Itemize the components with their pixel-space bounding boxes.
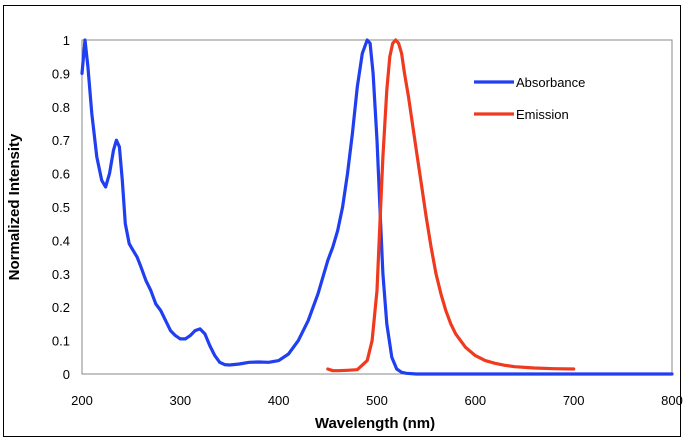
x-axis-title: Wavelength (nm) [315,415,435,432]
y-tick-label: 0 [63,367,70,382]
y-tick-label: 0.9 [52,66,70,81]
y-tick-label: 0.5 [52,200,70,215]
x-tick-label: 500 [366,393,388,408]
y-tick-label: 0.4 [52,233,70,248]
y-tick-label: 0.6 [52,167,70,182]
x-tick-label: 400 [268,393,290,408]
ticks-layer: 0 0.1 0.2 0.3 0.4 0.5 0.6 0.7 0.8 0.9 1 200 300 400 50… [52,33,683,408]
y-tick-label: 1 [63,33,70,48]
x-tick-label: 700 [563,393,585,408]
y-tick-label: 0.8 [52,100,70,115]
legend-label-absorbance: Absorbance [516,75,585,90]
x-tick-label: 800 [661,393,683,408]
y-tick-label: 0.2 [52,300,70,315]
x-tick-label: 600 [464,393,486,408]
legend-label-emission: Emission [516,107,569,122]
legend: Absorbance Emission [474,75,585,122]
series-layer [80,38,674,376]
x-tick-label: 300 [169,393,191,408]
plot-area [81,39,673,375]
y-tick-label: 0.1 [52,334,70,349]
series-line-emission [326,38,576,373]
series-line-absorbance [80,38,674,376]
y-tick-label: 0.3 [52,267,70,282]
y-tick-label: 0.7 [52,133,70,148]
x-tick-label: 200 [71,393,93,408]
y-axis-title: Normalized Intensity [6,133,23,280]
